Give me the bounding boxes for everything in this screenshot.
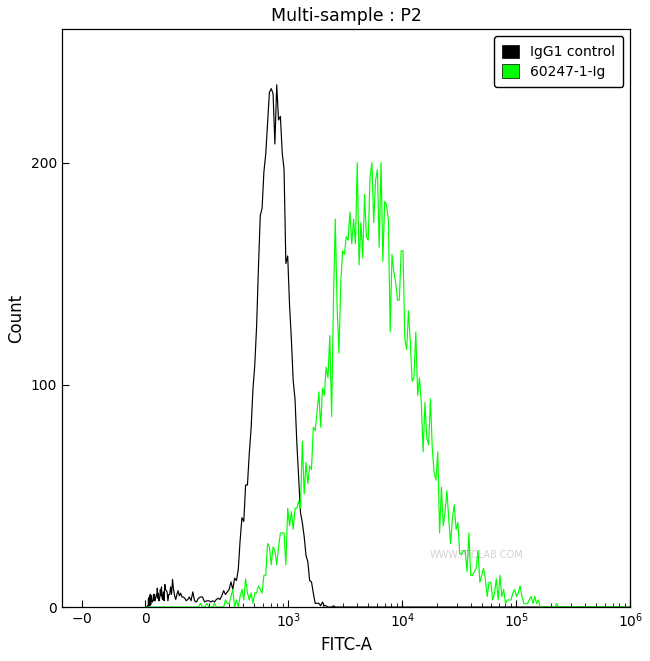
Title: Multi-sample : P2: Multi-sample : P2 bbox=[270, 7, 421, 25]
Legend: IgG1 control, 60247-1-Ig: IgG1 control, 60247-1-Ig bbox=[494, 36, 623, 87]
Text: WWW.PTCLAB.COM: WWW.PTCLAB.COM bbox=[430, 550, 524, 560]
X-axis label: FITC-A: FITC-A bbox=[320, 636, 372, 654]
Y-axis label: Count: Count bbox=[7, 293, 25, 342]
